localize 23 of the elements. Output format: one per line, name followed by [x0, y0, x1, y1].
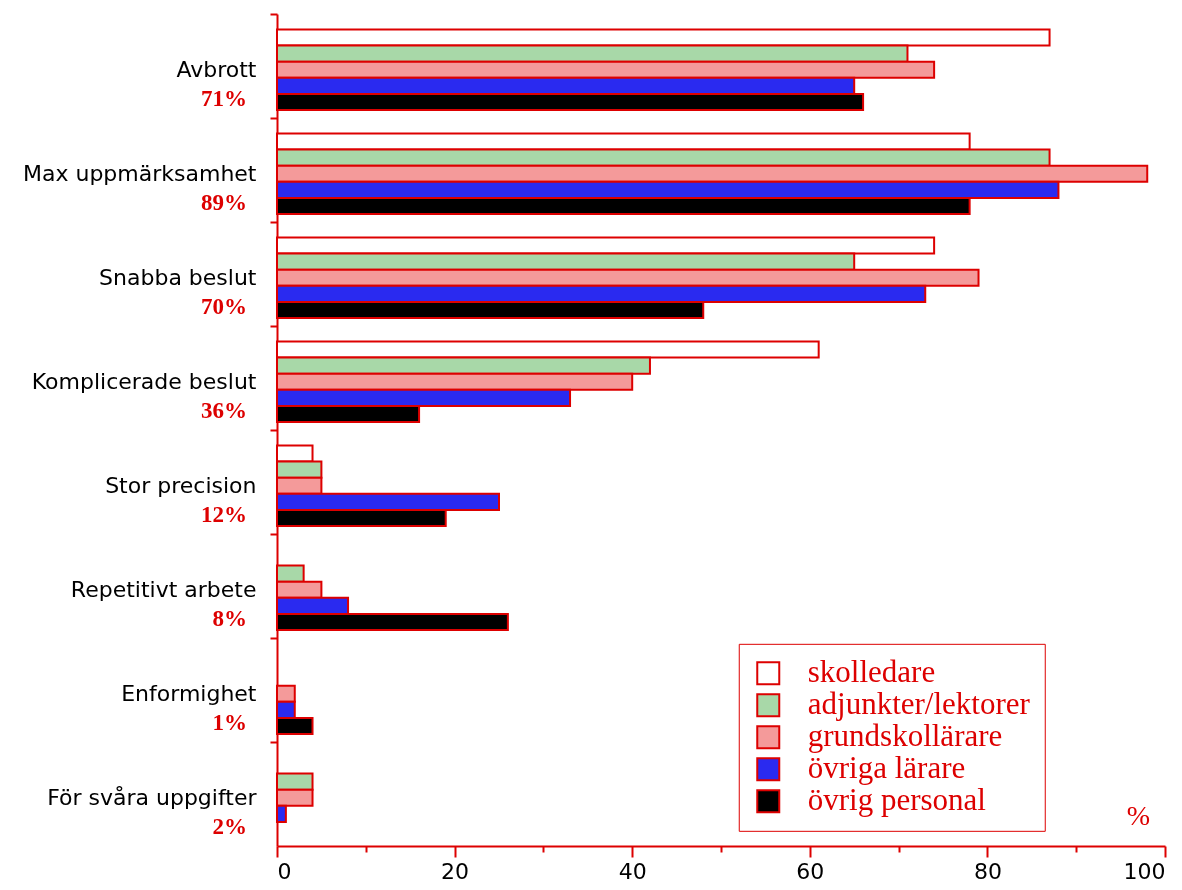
text: 71% — [201, 86, 247, 111]
y-tick-label: För svåra uppgifter — [47, 785, 258, 810]
text: 89% — [201, 190, 247, 215]
x-tick-label: 80 — [973, 858, 1002, 884]
x-tick-label: 100 — [1123, 858, 1166, 884]
y-tick-label: Avbrott — [176, 57, 257, 82]
y-tick-label: Stor precision — [105, 473, 257, 498]
y-tick-label: Repetitivt arbete — [70, 577, 257, 602]
text: 12% — [201, 502, 247, 527]
text: 8% — [212, 606, 247, 631]
x-tick-label: 0 — [277, 858, 292, 884]
x-tick-label: 60 — [796, 858, 825, 884]
y-tick-label: Snabba beslut — [99, 265, 257, 290]
x-tick-label: 20 — [441, 858, 470, 884]
y-tick-label: Enformighet — [121, 681, 257, 706]
text: 70% — [201, 294, 247, 319]
y-tick-label: Max uppmärksamhet — [22, 161, 257, 186]
text: 2% — [212, 814, 247, 839]
x-tick-label: 40 — [618, 858, 647, 884]
text: 36% — [201, 398, 247, 423]
text: 1% — [212, 710, 247, 735]
y-tick-label: Komplicerade beslut — [31, 369, 257, 394]
x-axis-title: % — [1126, 799, 1151, 831]
